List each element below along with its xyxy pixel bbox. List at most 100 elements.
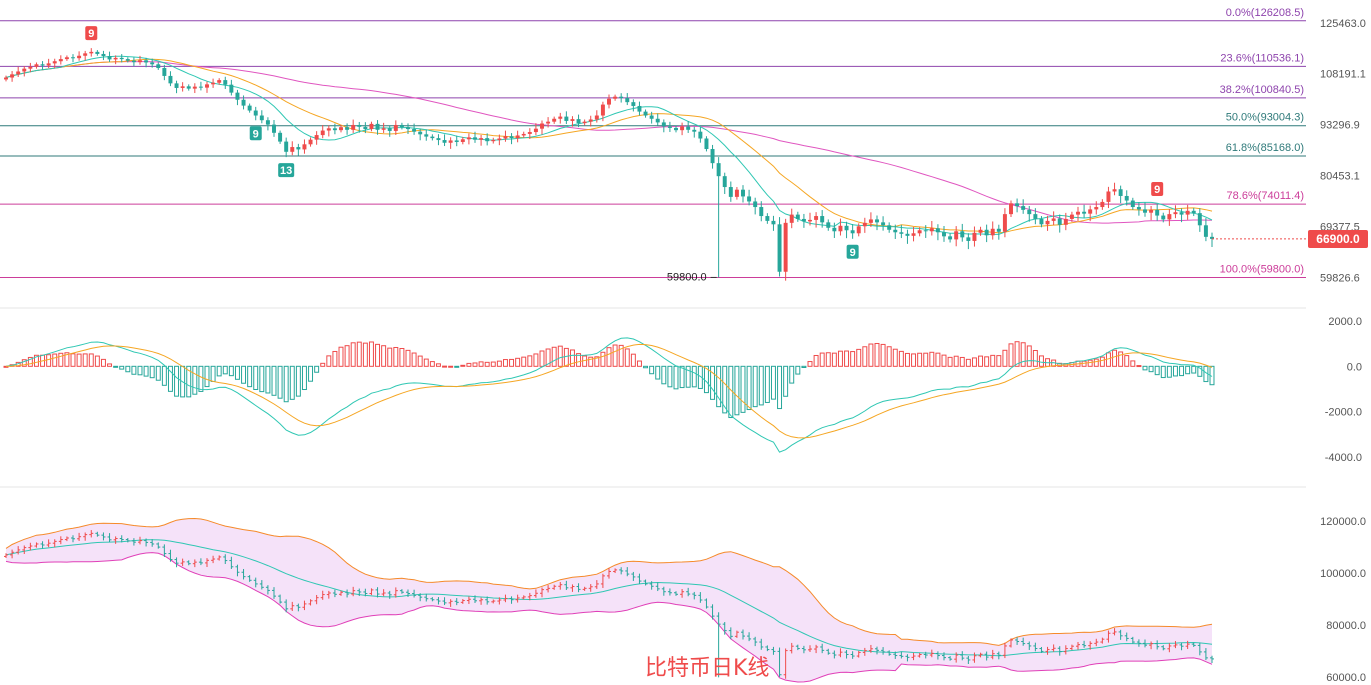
candle-body <box>838 225 843 232</box>
candle-body <box>1033 214 1038 219</box>
candle-body <box>71 57 75 59</box>
candle-body <box>911 233 916 236</box>
macd-histogram-bar <box>368 341 374 367</box>
candle-body <box>131 60 136 63</box>
candle-body <box>1197 213 1202 226</box>
ma-mid-line <box>5 58 1213 234</box>
td-marker-badge <box>1151 181 1164 196</box>
macd-histogram-bar <box>783 365 789 397</box>
candle-body <box>972 232 977 241</box>
candle-body <box>77 55 82 59</box>
candle-body <box>144 60 149 63</box>
bollinger-axis-label: 60000.0 <box>1326 672 1366 684</box>
macd-histogram-bar <box>234 365 240 380</box>
candle-body <box>89 51 94 54</box>
candle-body <box>1106 191 1111 202</box>
candle-body <box>966 237 971 241</box>
candle-body <box>107 56 112 60</box>
candle-body <box>893 229 898 233</box>
candle-body <box>996 228 1001 232</box>
macd-histogram-bar <box>588 356 594 367</box>
macd-histogram-bar <box>1124 355 1130 367</box>
macd-histogram-bar <box>88 353 94 367</box>
macd-histogram-bar <box>271 365 277 396</box>
candle-body <box>442 140 447 143</box>
candle-body <box>868 219 873 223</box>
macd-histogram-bar <box>1032 350 1038 367</box>
fib-level-label: 50.0%(93004.3) <box>1226 112 1304 124</box>
macd-histogram-bar <box>1148 365 1154 373</box>
fib-level-label: 61.8%(85168.0) <box>1226 142 1304 154</box>
macd-histogram-bar <box>734 365 740 416</box>
macd-dea-line <box>5 343 1213 439</box>
macd-histogram-bar <box>27 356 33 367</box>
macd-histogram-bar <box>643 365 649 369</box>
macd-histogram-bar <box>52 353 58 367</box>
candle-body <box>46 63 51 66</box>
macd-histogram-bar <box>350 342 356 367</box>
candle-body <box>326 128 331 131</box>
macd-histogram-bar <box>58 352 64 367</box>
candle-body <box>558 116 563 119</box>
candle-body <box>375 123 380 130</box>
candle-body <box>527 132 532 134</box>
fib-level-label: 78.6%(74011.4) <box>1227 190 1304 202</box>
candle-body <box>339 127 343 131</box>
candle-body <box>753 201 758 208</box>
bollinger-axis-label: 80000.0 <box>1326 620 1366 632</box>
macd-histogram-bar <box>466 362 472 367</box>
candle-body <box>448 140 453 143</box>
candle-body <box>235 92 240 100</box>
candle-body <box>1002 214 1007 232</box>
macd-histogram-bar <box>228 365 234 377</box>
candle-body <box>795 214 800 219</box>
macd-histogram-bar <box>490 361 496 367</box>
macd-histogram-bar <box>569 349 575 367</box>
candle-body <box>801 218 806 222</box>
macd-histogram-bar <box>107 363 113 367</box>
candle-body <box>1203 225 1208 237</box>
macd-histogram-bar <box>819 352 825 367</box>
candle-body <box>1027 209 1032 215</box>
macd-histogram-bar <box>1020 342 1026 367</box>
low-price-annotation: 59800.0 <box>667 271 707 283</box>
candle-body <box>320 130 325 136</box>
macd-histogram-bar <box>868 343 874 367</box>
candle-body <box>649 115 654 119</box>
candle-body <box>412 129 417 132</box>
candle-body <box>491 140 496 142</box>
td-marker-label: 9 <box>1154 184 1160 196</box>
candle-body <box>138 60 142 63</box>
macd-histogram-bar <box>1026 345 1032 367</box>
candle-body <box>503 136 508 139</box>
macd-histogram-bar <box>527 355 533 367</box>
candle-body <box>308 139 313 145</box>
macd-histogram-bar <box>959 356 965 367</box>
candle-body <box>820 216 825 223</box>
price-axis-label: 59826.6 <box>1320 272 1360 284</box>
macd-histogram-bar <box>576 353 582 367</box>
bollinger-middle-line <box>5 539 1213 657</box>
candle-body <box>406 127 410 130</box>
candle-body <box>1039 218 1044 225</box>
macd-histogram-bar <box>874 342 880 367</box>
macd-histogram-bar <box>314 365 320 373</box>
macd-histogram-bar <box>241 365 247 384</box>
candle-body <box>180 86 185 88</box>
macd-histogram-bar <box>70 353 76 367</box>
macd-histogram-bar <box>777 365 783 410</box>
candle-body <box>929 228 934 232</box>
macd-histogram-bar <box>484 361 490 367</box>
macd-histogram-bar <box>1160 365 1166 379</box>
candle-body <box>808 219 812 222</box>
macd-histogram-bar <box>295 365 301 397</box>
macd-histogram-bar <box>935 352 941 367</box>
macd-histogram-bar <box>923 352 929 367</box>
candle-body <box>540 123 544 129</box>
candle-body <box>1094 207 1099 210</box>
candle-body <box>1045 220 1050 225</box>
macd-histogram-bar <box>630 353 636 367</box>
macd-histogram-bar <box>649 365 655 375</box>
macd-histogram-bar <box>3 365 9 368</box>
